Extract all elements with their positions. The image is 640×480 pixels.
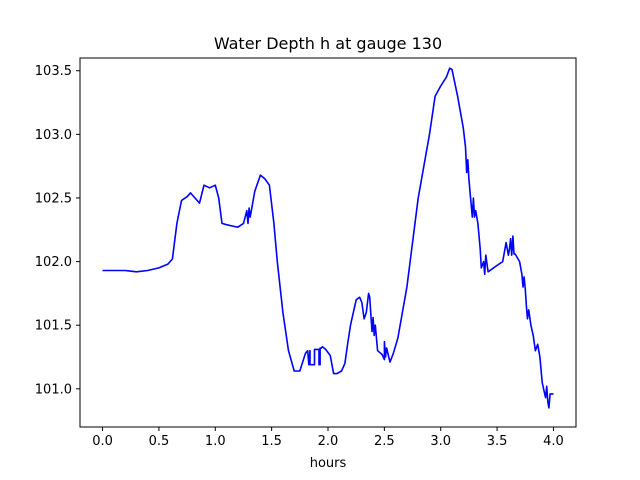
- x-tick-label: 3.0: [430, 434, 451, 449]
- x-tick-label: 1.0: [205, 434, 226, 449]
- y-tick-label: 102.5: [35, 191, 72, 206]
- x-tick-label: 0.5: [149, 434, 170, 449]
- series-line: [102, 67, 554, 409]
- x-tick-label: 1.5: [261, 434, 282, 449]
- x-tick-label: 2.5: [374, 434, 395, 449]
- y-tick-label: 102.0: [35, 255, 72, 270]
- x-tick-label: 0.0: [92, 434, 113, 449]
- x-tick-label: 4.0: [543, 434, 564, 449]
- y-tick-label: 103.0: [35, 128, 72, 143]
- chart-title: Water Depth h at gauge 130: [214, 34, 442, 53]
- x-tick-label: 3.5: [487, 434, 508, 449]
- y-tick-label: 101.0: [35, 382, 72, 397]
- x-tick-label: 2.0: [318, 434, 339, 449]
- x-axis: 0.0 0.5 1.0 1.5 2.0 2.5 3.0 3.5 4.0: [92, 427, 564, 449]
- y-tick-label: 103.5: [35, 64, 72, 79]
- y-axis: 101.0 101.5 102.0 102.5 103.0 103.5: [35, 64, 80, 397]
- x-axis-label: hours: [310, 456, 347, 471]
- y-tick-label: 101.5: [35, 319, 72, 334]
